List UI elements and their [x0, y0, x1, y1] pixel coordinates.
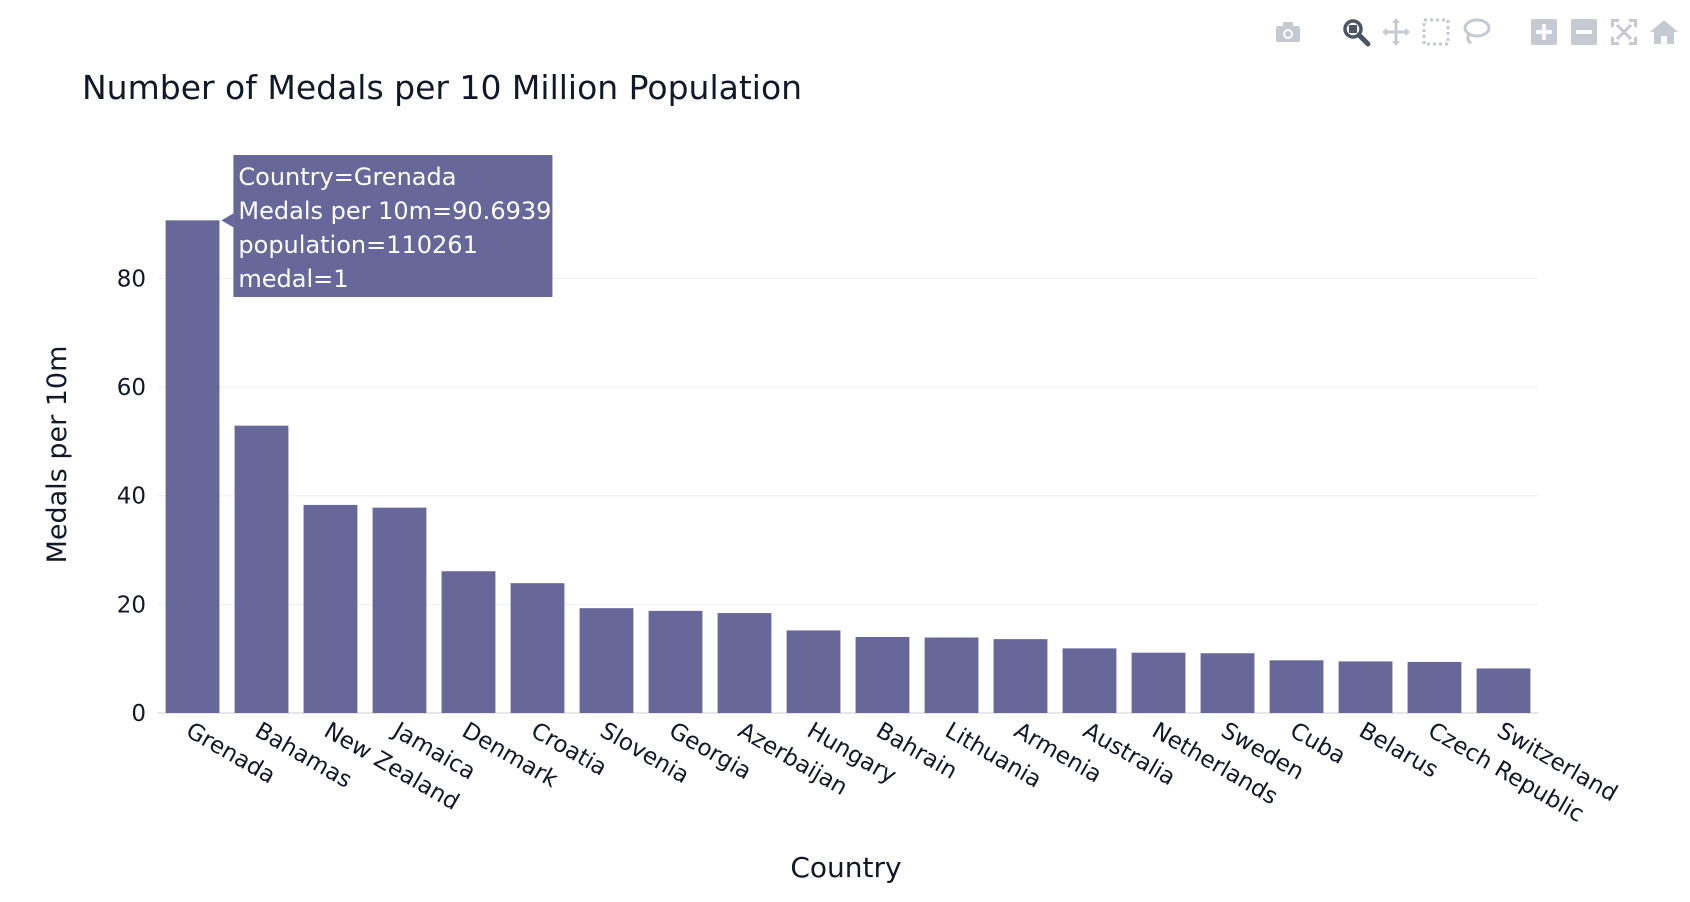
zoom-out-icon [1571, 19, 1597, 45]
bar[interactable] [1269, 660, 1324, 713]
bar[interactable] [372, 507, 427, 713]
chart-title: Number of Medals per 10 Million Populati… [82, 68, 802, 107]
lasso-select-icon [1463, 18, 1491, 45]
y-tick-label: 40 [117, 484, 146, 510]
bar[interactable] [1407, 661, 1462, 713]
reset-axes-button[interactable] [1644, 12, 1684, 52]
y-tick-label: 60 [117, 375, 146, 401]
zoom-in-icon [1531, 19, 1557, 45]
bar[interactable] [924, 637, 979, 713]
y-tick-label: 80 [117, 266, 146, 292]
tooltip-line: population=110261 [238, 231, 477, 259]
tooltip-line: medal=1 [238, 265, 348, 293]
bar[interactable] [1062, 648, 1117, 713]
y-tick-label: 0 [131, 701, 146, 727]
box-select-button[interactable] [1416, 12, 1456, 52]
bar[interactable] [165, 220, 220, 713]
camera-button[interactable] [1268, 12, 1308, 52]
bar[interactable] [855, 636, 910, 713]
bar[interactable] [1131, 652, 1186, 713]
zoom-icon [1343, 19, 1371, 47]
bar[interactable] [579, 608, 634, 713]
hover-tooltip: Country=Grenada Medals per 10m=90.6939 pop… [221, 155, 553, 297]
modebar-group [1336, 12, 1496, 52]
y-tick-labels: 0 20 40 60 80 [117, 266, 146, 727]
pan-button[interactable] [1376, 12, 1416, 52]
x-tick-label: Belarus [1355, 718, 1443, 784]
bar[interactable] [303, 504, 358, 713]
autoscale-button[interactable] [1604, 12, 1644, 52]
bar[interactable] [648, 610, 703, 713]
modebar-group [1268, 12, 1308, 52]
autoscale-icon [1611, 19, 1637, 45]
zoom-out-button[interactable] [1564, 12, 1604, 52]
lasso-select-button[interactable] [1456, 12, 1496, 52]
zoom-button[interactable] [1336, 12, 1376, 52]
bars[interactable] [165, 220, 1531, 713]
modebar [1240, 12, 1684, 52]
bar[interactable] [993, 639, 1048, 713]
tooltip-line: Country=Grenada [238, 163, 456, 191]
bar[interactable] [441, 571, 496, 713]
x-axis-title: Country [790, 851, 901, 884]
tooltip-pointer [221, 213, 234, 228]
y-axis-title: Medals per 10m [42, 346, 73, 564]
reset-axes-icon [1650, 20, 1678, 44]
pan-icon [1382, 18, 1410, 46]
bar[interactable] [786, 630, 841, 713]
bar[interactable] [717, 613, 772, 713]
box-select-icon [1422, 18, 1450, 46]
bar[interactable] [1476, 668, 1531, 713]
bar[interactable] [1338, 661, 1393, 713]
bar[interactable] [510, 583, 565, 713]
bar[interactable] [1200, 653, 1255, 713]
tooltip-line: Medals per 10m=90.6939 [238, 197, 551, 225]
tooltip-box [233, 155, 553, 297]
zoom-in-button[interactable] [1524, 12, 1564, 52]
camera-icon [1276, 22, 1300, 42]
bar[interactable] [234, 425, 289, 713]
y-tick-label: 20 [117, 592, 146, 618]
gridlines [158, 277, 1538, 714]
modebar-group [1524, 12, 1684, 52]
